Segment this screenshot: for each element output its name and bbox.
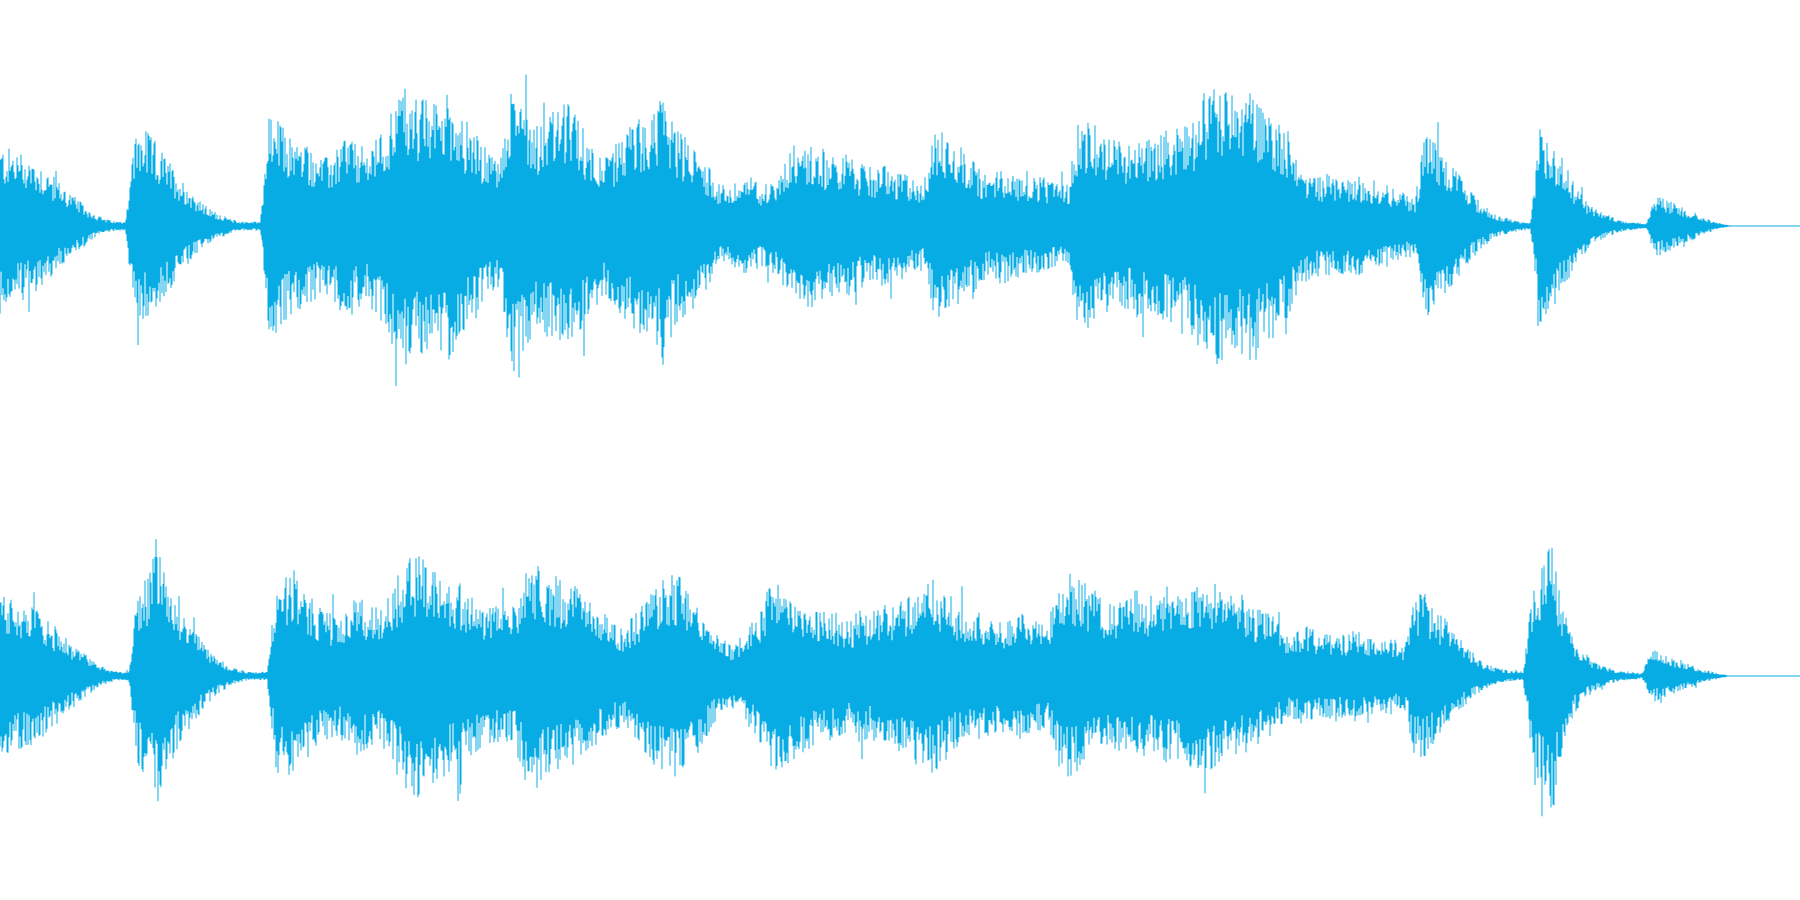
waveform-channel-bottom: [0, 539, 1800, 817]
waveform-channel-top: [0, 74, 1800, 386]
waveform-body: [0, 153, 1800, 299]
waveform-body: [0, 607, 1800, 745]
